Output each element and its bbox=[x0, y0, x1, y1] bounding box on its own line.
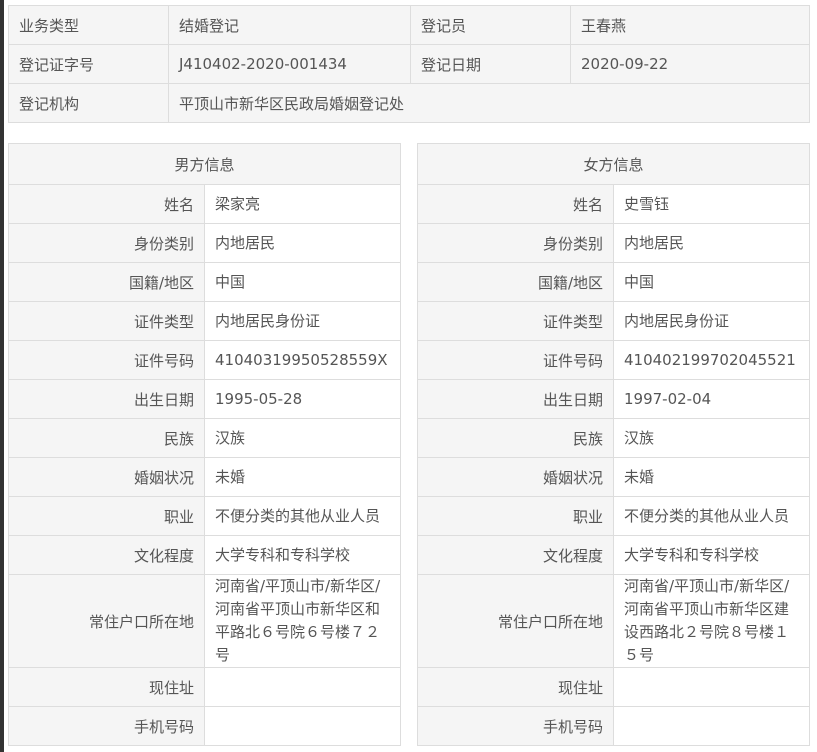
field-value: 内地居民 bbox=[204, 223, 401, 263]
male-header: 男方信息 bbox=[8, 143, 401, 185]
field-value: 内地居民 bbox=[613, 223, 810, 263]
field-label: 民族 bbox=[417, 418, 614, 458]
table-row: 现住址 bbox=[8, 667, 401, 707]
field-label: 身份类别 bbox=[8, 223, 205, 263]
field-value: 内地居民身份证 bbox=[613, 301, 810, 341]
registration-summary-table: 业务类型 结婚登记 登记员 王春燕 登记证字号 J410402-2020-001… bbox=[8, 5, 810, 123]
table-row: 婚姻状况 未婚 bbox=[8, 457, 401, 497]
field-value: 中国 bbox=[204, 262, 401, 302]
table-row: 婚姻状况 未婚 bbox=[417, 457, 810, 497]
field-label: 出生日期 bbox=[417, 379, 614, 419]
field-value: 汉族 bbox=[613, 418, 810, 458]
field-value: 河南省/平顶山市/新华区/河南省平顶山市新华区建设西路北２号院８号楼１５号 bbox=[613, 574, 810, 668]
label: 登记员 bbox=[410, 5, 571, 45]
field-label: 手机号码 bbox=[417, 706, 614, 746]
field-value: 未婚 bbox=[613, 457, 810, 497]
table-row: 证件号码 41040319950528559X bbox=[8, 340, 401, 380]
table-row: 证件类型 内地居民身份证 bbox=[8, 301, 401, 341]
label: 业务类型 bbox=[8, 5, 169, 45]
registrar: 王春燕 bbox=[570, 5, 810, 45]
table-row: 业务类型 结婚登记 登记员 王春燕 bbox=[8, 5, 810, 45]
table-row: 民族 汉族 bbox=[417, 418, 810, 458]
field-label: 婚姻状况 bbox=[8, 457, 205, 497]
table-row: 国籍/地区 中国 bbox=[8, 262, 401, 302]
field-value: 410402199702045521 bbox=[613, 340, 810, 380]
table-row: 姓名 梁家亮 bbox=[8, 184, 401, 224]
table-row: 证件号码 410402199702045521 bbox=[417, 340, 810, 380]
table-row: 职业 不便分类的其他从业人员 bbox=[417, 496, 810, 536]
window-edge bbox=[0, 0, 4, 752]
office: 平顶山市新华区民政局婚姻登记处 bbox=[168, 83, 810, 123]
field-label: 常住户口所在地 bbox=[417, 574, 614, 668]
field-value: 大学专科和专科学校 bbox=[613, 535, 810, 575]
field-value bbox=[613, 667, 810, 707]
field-label: 手机号码 bbox=[8, 706, 205, 746]
table-row: 常住户口所在地 河南省/平顶山市/新华区/河南省平顶山市新华区建设西路北２号院８号… bbox=[417, 574, 810, 668]
table-row: 民族 汉族 bbox=[8, 418, 401, 458]
cert-no: J410402-2020-001434 bbox=[168, 44, 411, 84]
field-value: 大学专科和专科学校 bbox=[204, 535, 401, 575]
field-label: 现住址 bbox=[417, 667, 614, 707]
table-row: 手机号码 bbox=[8, 706, 401, 746]
field-label: 证件号码 bbox=[417, 340, 614, 380]
reg-date: 2020-09-22 bbox=[570, 44, 810, 84]
field-label: 职业 bbox=[417, 496, 614, 536]
table-row: 文化程度 大学专科和专科学校 bbox=[417, 535, 810, 575]
table-row: 身份类别 内地居民 bbox=[8, 223, 401, 263]
field-label: 证件类型 bbox=[417, 301, 614, 341]
table-row: 证件类型 内地居民身份证 bbox=[417, 301, 810, 341]
field-value: 未婚 bbox=[204, 457, 401, 497]
field-label: 文化程度 bbox=[417, 535, 614, 575]
table-row: 职业 不便分类的其他从业人员 bbox=[8, 496, 401, 536]
field-label: 职业 bbox=[8, 496, 205, 536]
field-value: 不便分类的其他从业人员 bbox=[613, 496, 810, 536]
table-row: 手机号码 bbox=[417, 706, 810, 746]
field-value: 中国 bbox=[613, 262, 810, 302]
field-label: 姓名 bbox=[8, 184, 205, 224]
field-value bbox=[204, 667, 401, 707]
table-row: 出生日期 1997-02-04 bbox=[417, 379, 810, 419]
field-label: 身份类别 bbox=[417, 223, 614, 263]
table-row: 登记证字号 J410402-2020-001434 登记日期 2020-09-2… bbox=[8, 44, 810, 84]
label: 登记机构 bbox=[8, 83, 169, 123]
field-label: 文化程度 bbox=[8, 535, 205, 575]
field-label: 国籍/地区 bbox=[8, 262, 205, 302]
table-row: 身份类别 内地居民 bbox=[417, 223, 810, 263]
table-row: 常住户口所在地 河南省/平顶山市/新华区/河南省平顶山市新华区和平路北６号院６号楼… bbox=[8, 574, 401, 668]
field-label: 现住址 bbox=[8, 667, 205, 707]
table-row: 出生日期 1995-05-28 bbox=[8, 379, 401, 419]
field-value: 1995-05-28 bbox=[204, 379, 401, 419]
table-row: 现住址 bbox=[417, 667, 810, 707]
field-label: 证件类型 bbox=[8, 301, 205, 341]
field-label: 婚姻状况 bbox=[417, 457, 614, 497]
female-header: 女方信息 bbox=[417, 143, 810, 185]
field-label: 国籍/地区 bbox=[417, 262, 614, 302]
field-value: 41040319950528559X bbox=[204, 340, 401, 380]
field-value: 不便分类的其他从业人员 bbox=[204, 496, 401, 536]
field-label: 出生日期 bbox=[8, 379, 205, 419]
field-value: 梁家亮 bbox=[204, 184, 401, 224]
table-row: 国籍/地区 中国 bbox=[417, 262, 810, 302]
female-info-table: 女方信息 姓名 史雪钰 身份类别 内地居民 国籍/地区 中国 证件类型 内地居民身份证 证件号码 4… bbox=[417, 143, 810, 746]
male-info-table: 男方信息 姓名 梁家亮 身份类别 内地居民 国籍/地区 中国 证件类型 内地居民身份证 证件号码 4… bbox=[8, 143, 401, 746]
label: 登记证字号 bbox=[8, 44, 169, 84]
field-value bbox=[613, 706, 810, 746]
field-value: 1997-02-04 bbox=[613, 379, 810, 419]
table-row: 文化程度 大学专科和专科学校 bbox=[8, 535, 401, 575]
field-value: 内地居民身份证 bbox=[204, 301, 401, 341]
field-label: 常住户口所在地 bbox=[8, 574, 205, 668]
field-value bbox=[204, 706, 401, 746]
field-value: 史雪钰 bbox=[613, 184, 810, 224]
field-label: 证件号码 bbox=[8, 340, 205, 380]
table-row: 登记机构 平顶山市新华区民政局婚姻登记处 bbox=[8, 83, 810, 123]
table-row: 男方信息 bbox=[8, 143, 401, 185]
business-type: 结婚登记 bbox=[168, 5, 411, 45]
field-value: 河南省/平顶山市/新华区/河南省平顶山市新华区和平路北６号院６号楼７２号 bbox=[204, 574, 401, 668]
field-label: 姓名 bbox=[417, 184, 614, 224]
table-row: 女方信息 bbox=[417, 143, 810, 185]
label: 登记日期 bbox=[410, 44, 571, 84]
table-row: 姓名 史雪钰 bbox=[417, 184, 810, 224]
field-label: 民族 bbox=[8, 418, 205, 458]
field-value: 汉族 bbox=[204, 418, 401, 458]
